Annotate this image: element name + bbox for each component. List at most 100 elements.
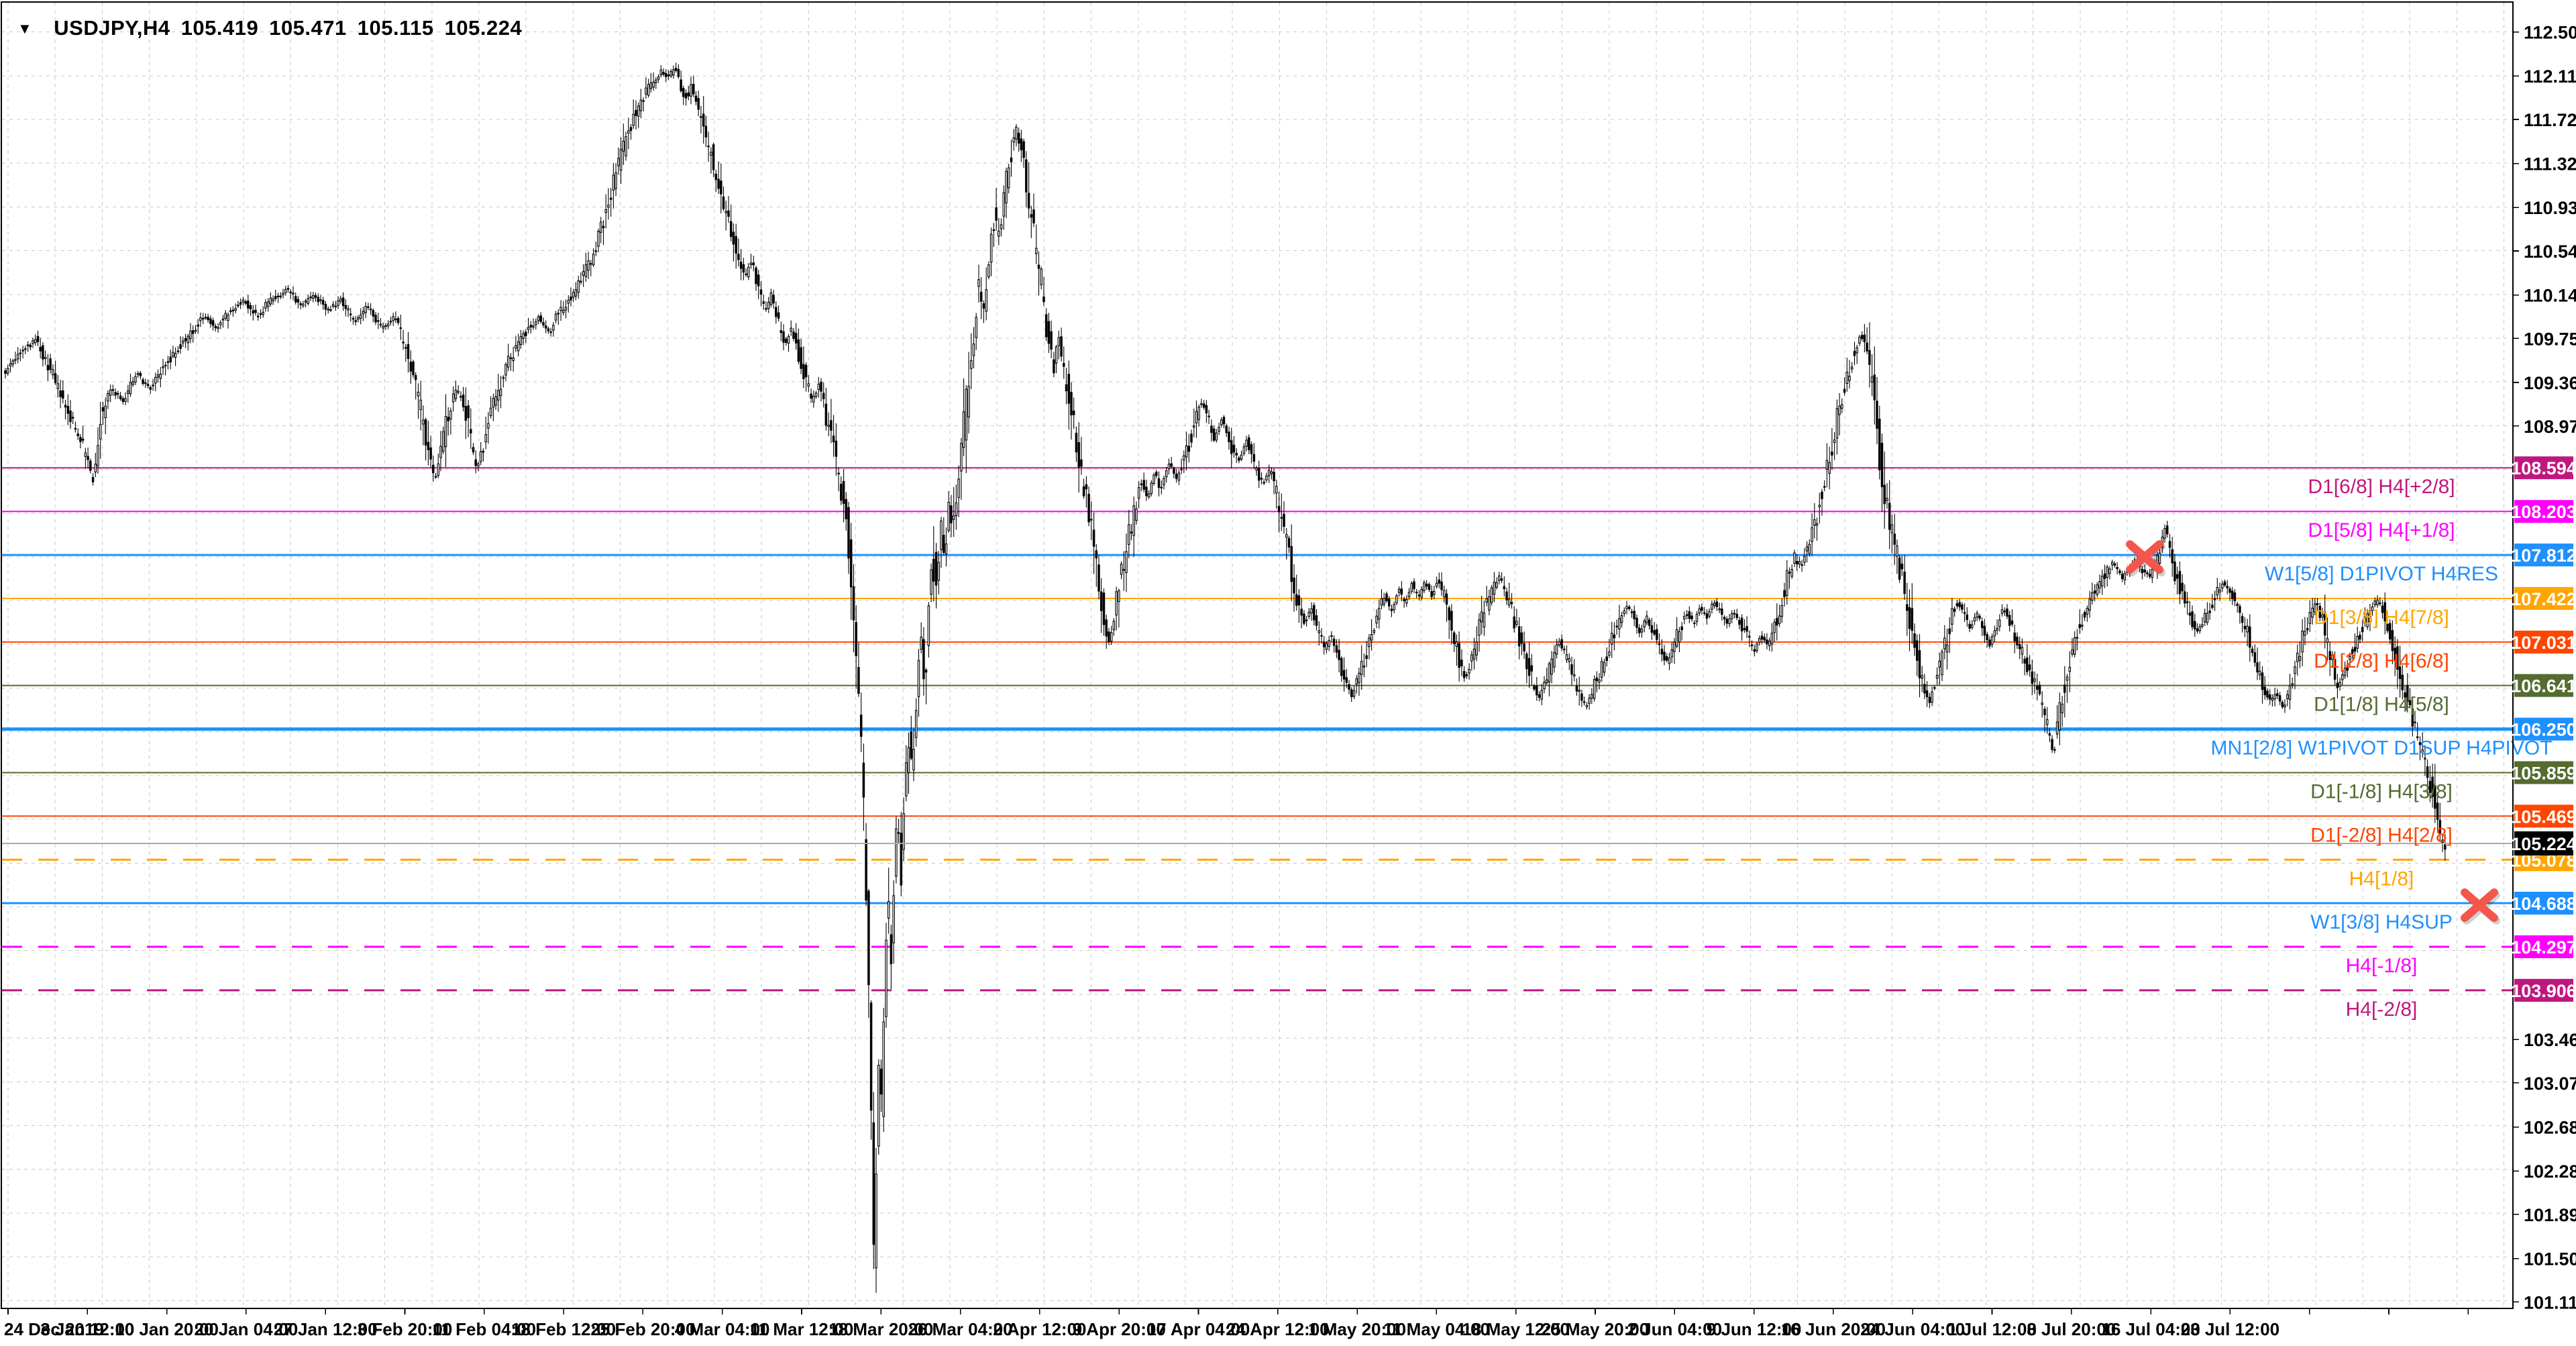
svg-text:103.906: 103.906 bbox=[2511, 981, 2576, 1001]
svg-text:107.812: 107.812 bbox=[2511, 546, 2576, 566]
price-tick-label: 103.465 bbox=[2524, 1030, 2576, 1050]
time-tick-label: 25 May 20:00 bbox=[1542, 1319, 1649, 1339]
level-price-badge: 108.594 bbox=[2511, 456, 2576, 480]
svg-text:107.422: 107.422 bbox=[2511, 589, 2576, 609]
ohlc-close-value: 105.224 bbox=[444, 16, 523, 40]
time-tick-label: 16 Jun 20:00 bbox=[1781, 1319, 1886, 1339]
time-tick-label: 24 Jun 04:00 bbox=[1860, 1319, 1965, 1339]
level-label: D1[-2/8] H4[2/8] bbox=[2310, 824, 2453, 846]
level-label: D1[2/8] H4[6/8] bbox=[2314, 650, 2449, 672]
level-label: D1[-1/8] H4[3/8] bbox=[2310, 781, 2453, 803]
time-tick-label: 1 Jul 12:00 bbox=[1947, 1319, 2037, 1339]
level-price-badge: 107.031 bbox=[2511, 630, 2576, 654]
price-tick-label: 102.285 bbox=[2524, 1161, 2576, 1182]
price-tick-label: 103.075 bbox=[2524, 1074, 2576, 1094]
svg-text:105.469: 105.469 bbox=[2511, 807, 2576, 827]
time-tick-label: 25 Feb 20:00 bbox=[590, 1319, 695, 1339]
time-tick-label: 23 Jul 12:00 bbox=[2181, 1319, 2279, 1339]
price-tick-label: 101.500 bbox=[2524, 1249, 2576, 1270]
level-label: W1[3/8] H4SUP bbox=[2310, 911, 2453, 933]
level-label: D1[3/8] H4[7/8] bbox=[2314, 607, 2449, 629]
ohlc-high-value: 105.471 bbox=[269, 16, 347, 40]
svg-text:105.224: 105.224 bbox=[2511, 834, 2576, 854]
time-tick-label: 16 Jul 04:00 bbox=[2101, 1319, 2200, 1339]
price-tick-label: 109.755 bbox=[2524, 329, 2576, 349]
time-tick-label: 11 Feb 04:00 bbox=[432, 1319, 536, 1339]
time-tick-label: 2 Jun 04:00 bbox=[1627, 1319, 1722, 1339]
level-label: MN1[2/8] W1PIVOT D1SUP H4PIVOT bbox=[2210, 737, 2552, 760]
time-tick-label: 24 Dec 2019 bbox=[4, 1319, 104, 1339]
time-tick-label: 1 May 20:00 bbox=[1308, 1319, 1406, 1339]
time-tick-label: 11 May 04:00 bbox=[1383, 1319, 1490, 1339]
plot-area[interactable]: D1[6/8] H4[+2/8] D1[5/8] H4[+1/8] W1[5/8] … bbox=[1, 2, 2553, 1308]
time-tick-label: 3 Feb 20:00 bbox=[358, 1319, 453, 1339]
level-labels: D1[6/8] H4[+2/8] D1[5/8] H4[+1/8] W1[5/8] … bbox=[2210, 476, 2552, 1021]
level-price-badge: 108.203 bbox=[2511, 500, 2576, 523]
time-tick-label: 27 Jan 12:00 bbox=[274, 1319, 378, 1339]
level-price-badge: 107.812 bbox=[2511, 543, 2576, 567]
level-price-badge: 106.250 bbox=[2511, 717, 2576, 741]
chart-title: ▼ USDJPY,H4 105.419 105.471 105.115 105.… bbox=[17, 16, 522, 40]
price-tick-label: 110.145 bbox=[2524, 286, 2576, 306]
price-tick-label: 109.360 bbox=[2524, 373, 2576, 393]
time-tick-label: 18 Mar 20:00 bbox=[828, 1319, 933, 1339]
level-label: H4[-1/8] bbox=[2346, 955, 2418, 977]
time-tick-label: 3 Jan 12:00 bbox=[40, 1319, 134, 1339]
time-tick-label: 24 Apr 12:00 bbox=[1226, 1319, 1330, 1339]
time-tick-label: 8 Jul 20:00 bbox=[2027, 1319, 2116, 1339]
level-price-badge: 107.422 bbox=[2511, 586, 2576, 610]
candles-down bbox=[4, 62, 2447, 1270]
price-tick-label: 112.505 bbox=[2524, 23, 2576, 43]
price-tick-label: 108.970 bbox=[2524, 417, 2576, 437]
price-axis[interactable]: 112.505 112.110 111.720 111.325 110.930 110.5… bbox=[2511, 23, 2576, 1313]
level-label: W1[5/8] D1PIVOT H4RES bbox=[2265, 563, 2498, 585]
time-tick-label: 2 Apr 12:00 bbox=[993, 1319, 1086, 1339]
svg-text:108.594: 108.594 bbox=[2511, 458, 2576, 478]
level-label: D1[5/8] H4[+1/8] bbox=[2308, 519, 2455, 541]
svg-text:108.203: 108.203 bbox=[2511, 502, 2576, 522]
level-price-badge: 105.469 bbox=[2511, 805, 2576, 828]
time-tick-label: 18 May 12:00 bbox=[1462, 1319, 1569, 1339]
time-tick-label: 20 Jan 04:00 bbox=[195, 1319, 299, 1339]
svg-text:104.297: 104.297 bbox=[2511, 937, 2576, 957]
level-price-badge: 104.297 bbox=[2511, 935, 2576, 958]
level-price-badge: 105.859 bbox=[2511, 761, 2576, 784]
time-tick-label: 4 Mar 04:00 bbox=[675, 1319, 770, 1339]
time-tick-label: 10 Jan 20:00 bbox=[115, 1319, 219, 1339]
level-price-badge: 104.688 bbox=[2511, 892, 2576, 915]
grid bbox=[2, 3, 2512, 1308]
rejection-x-2[interactable] bbox=[2461, 888, 2500, 925]
time-tick-label: 11 Mar 12:00 bbox=[750, 1319, 854, 1339]
time-tick-label: 9 Apr 20:00 bbox=[1073, 1319, 1166, 1339]
price-tick-label: 112.110 bbox=[2524, 66, 2576, 87]
price-tick-label: 102.680 bbox=[2524, 1118, 2576, 1138]
svg-text:106.250: 106.250 bbox=[2511, 720, 2576, 740]
svg-text:105.859: 105.859 bbox=[2511, 764, 2576, 784]
ohlc-open-value: 105.419 bbox=[180, 16, 259, 40]
svg-text:104.688: 104.688 bbox=[2511, 894, 2576, 914]
svg-text:106.641: 106.641 bbox=[2511, 676, 2576, 696]
price-tick-label: 110.540 bbox=[2524, 242, 2576, 262]
price-tick-label: 111.720 bbox=[2524, 110, 2576, 130]
price-tick-label: 101.110 bbox=[2524, 1292, 2576, 1312]
level-label: D1[1/8] H4[5/8] bbox=[2314, 694, 2449, 716]
time-tick-label: 18 Feb 12:00 bbox=[511, 1319, 616, 1339]
time-tick-label: 26 Mar 04:00 bbox=[908, 1319, 1013, 1339]
price-tick-label: 110.930 bbox=[2524, 198, 2576, 218]
level-label: H4[-2/8] bbox=[2346, 998, 2418, 1021]
rejection-x-1[interactable] bbox=[2126, 540, 2165, 577]
plot-frame bbox=[1, 1, 2514, 1309]
level-price-badge: 106.641 bbox=[2511, 674, 2576, 697]
candles-up bbox=[6, 65, 2426, 1293]
svg-text:107.031: 107.031 bbox=[2511, 633, 2576, 653]
chart-dropdown-icon[interactable]: ▼ bbox=[17, 19, 33, 37]
chart-symbol-label: USDJPY,H4 bbox=[54, 16, 170, 40]
time-tick-label: 17 Apr 04:00 bbox=[1147, 1319, 1250, 1339]
level-label: H4[1/8] bbox=[2349, 868, 2414, 890]
price-tick-label: 111.325 bbox=[2524, 154, 2576, 174]
time-tick-label: 9 Jun 12:00 bbox=[1707, 1319, 1802, 1339]
price-tick-label: 101.895 bbox=[2524, 1205, 2576, 1225]
